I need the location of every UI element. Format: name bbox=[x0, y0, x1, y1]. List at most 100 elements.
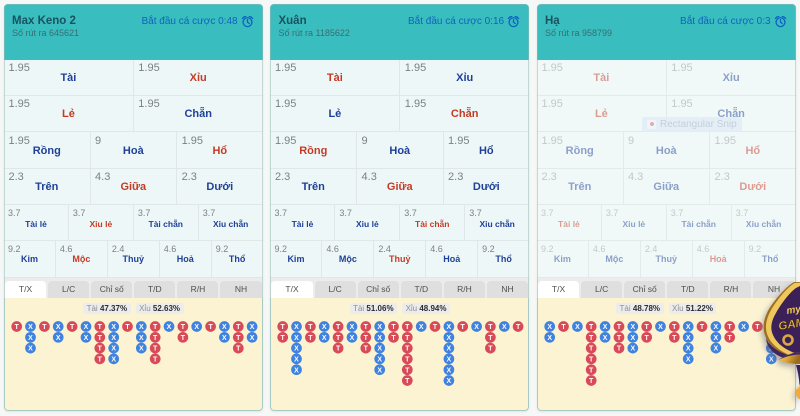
svg-text:X: X bbox=[139, 335, 144, 342]
svg-text:T: T bbox=[236, 346, 241, 353]
svg-text:X: X bbox=[603, 335, 608, 342]
svg-text:X: X bbox=[714, 324, 719, 331]
svg-text:X: X bbox=[547, 324, 552, 331]
svg-text:X: X bbox=[447, 335, 452, 342]
svg-text:T: T bbox=[364, 324, 369, 331]
svg-text:T: T bbox=[70, 324, 75, 331]
svg-text:T: T bbox=[433, 324, 438, 331]
svg-text:T: T bbox=[336, 335, 341, 342]
svg-text:X: X bbox=[111, 324, 116, 331]
svg-text:X: X bbox=[447, 346, 452, 353]
svg-text:X: X bbox=[630, 346, 635, 353]
svg-text:T: T bbox=[489, 335, 494, 342]
svg-text:T: T bbox=[392, 335, 397, 342]
svg-text:T: T bbox=[153, 335, 158, 342]
svg-text:X: X bbox=[28, 324, 33, 331]
svg-text:T: T bbox=[672, 335, 677, 342]
svg-text:T: T bbox=[98, 324, 103, 331]
svg-text:T: T bbox=[589, 324, 594, 331]
svg-text:X: X bbox=[603, 324, 608, 331]
svg-text:T: T bbox=[406, 356, 411, 363]
svg-text:X: X bbox=[28, 335, 33, 342]
svg-text:X: X bbox=[84, 324, 89, 331]
svg-text:X: X bbox=[139, 346, 144, 353]
svg-text:X: X bbox=[658, 324, 663, 331]
svg-text:T: T bbox=[406, 324, 411, 331]
svg-text:T: T bbox=[617, 346, 622, 353]
svg-text:X: X bbox=[378, 367, 383, 374]
svg-text:X: X bbox=[295, 356, 300, 363]
svg-text:X: X bbox=[419, 324, 424, 331]
svg-text:T: T bbox=[392, 324, 397, 331]
svg-text:X: X bbox=[475, 324, 480, 331]
svg-text:T: T bbox=[364, 346, 369, 353]
svg-text:T: T bbox=[589, 346, 594, 353]
svg-text:GAME: GAME bbox=[778, 316, 800, 333]
svg-text:T: T bbox=[208, 324, 213, 331]
svg-text:X: X bbox=[714, 346, 719, 353]
svg-text:X: X bbox=[686, 356, 691, 363]
svg-text:T: T bbox=[153, 346, 158, 353]
svg-text:T: T bbox=[336, 324, 341, 331]
svg-text:X: X bbox=[447, 367, 452, 374]
svg-text:T: T bbox=[561, 324, 566, 331]
svg-text:X: X bbox=[111, 356, 116, 363]
svg-text:T: T bbox=[589, 335, 594, 342]
svg-text:X: X bbox=[139, 324, 144, 331]
svg-text:T: T bbox=[406, 346, 411, 353]
svg-text:X: X bbox=[322, 324, 327, 331]
svg-text:X: X bbox=[111, 335, 116, 342]
svg-text:T: T bbox=[42, 324, 47, 331]
svg-text:X: X bbox=[547, 335, 552, 342]
svg-text:T: T bbox=[98, 346, 103, 353]
svg-text:T: T bbox=[309, 335, 314, 342]
svg-text:T: T bbox=[281, 324, 286, 331]
svg-text:X: X bbox=[322, 335, 327, 342]
svg-text:X: X bbox=[295, 346, 300, 353]
svg-text:X: X bbox=[56, 335, 61, 342]
svg-text:T: T bbox=[489, 346, 494, 353]
svg-text:X: X bbox=[378, 335, 383, 342]
svg-text:T: T bbox=[617, 324, 622, 331]
svg-text:T: T bbox=[406, 367, 411, 374]
svg-text:X: X bbox=[714, 335, 719, 342]
svg-text:T: T bbox=[364, 335, 369, 342]
svg-text:X: X bbox=[630, 324, 635, 331]
svg-text:X: X bbox=[378, 324, 383, 331]
svg-text:X: X bbox=[686, 346, 691, 353]
svg-text:T: T bbox=[645, 335, 650, 342]
svg-text:T: T bbox=[755, 324, 760, 331]
svg-text:X: X bbox=[295, 324, 300, 331]
svg-text:T: T bbox=[125, 324, 130, 331]
svg-text:X: X bbox=[250, 324, 255, 331]
svg-text:X: X bbox=[111, 346, 116, 353]
svg-text:T: T bbox=[617, 335, 622, 342]
svg-text:X: X bbox=[295, 335, 300, 342]
svg-text:T: T bbox=[98, 356, 103, 363]
svg-text:X: X bbox=[447, 378, 452, 385]
svg-text:X: X bbox=[222, 324, 227, 331]
svg-text:T: T bbox=[728, 335, 733, 342]
svg-text:X: X bbox=[502, 324, 507, 331]
svg-text:T: T bbox=[281, 335, 286, 342]
svg-text:T: T bbox=[15, 324, 20, 331]
svg-text:T: T bbox=[153, 356, 158, 363]
svg-text:X: X bbox=[686, 324, 691, 331]
svg-text:X: X bbox=[56, 324, 61, 331]
svg-text:X: X bbox=[447, 356, 452, 363]
svg-text:T: T bbox=[489, 324, 494, 331]
svg-text:T: T bbox=[181, 324, 186, 331]
svg-text:X: X bbox=[447, 324, 452, 331]
svg-text:X: X bbox=[575, 324, 580, 331]
svg-text:T: T bbox=[236, 335, 241, 342]
svg-text:X: X bbox=[686, 335, 691, 342]
svg-text:T: T bbox=[153, 324, 158, 331]
svg-text:T: T bbox=[98, 335, 103, 342]
svg-text:T: T bbox=[516, 324, 521, 331]
svg-text:X: X bbox=[350, 335, 355, 342]
svg-text:T: T bbox=[700, 324, 705, 331]
svg-text:T: T bbox=[309, 324, 314, 331]
svg-text:T: T bbox=[406, 335, 411, 342]
svg-text:X: X bbox=[250, 335, 255, 342]
svg-text:X: X bbox=[84, 335, 89, 342]
